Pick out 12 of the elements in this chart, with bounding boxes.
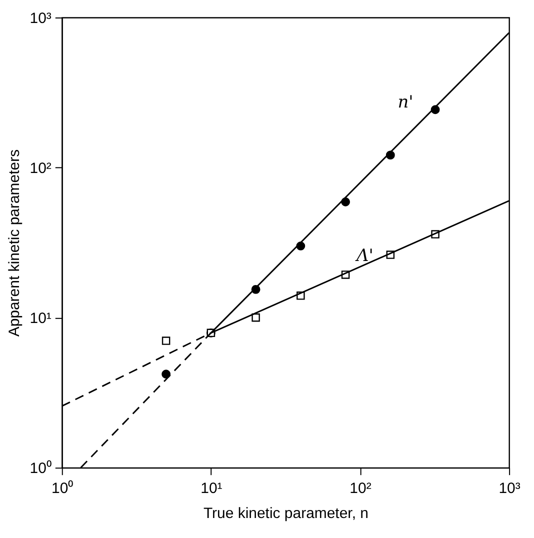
y-tick-label: 10³ (30, 10, 52, 27)
y-tick-label: 10⁰ (30, 460, 52, 478)
series-label: n' (398, 92, 414, 112)
x-tick-label: 10² (350, 480, 372, 498)
x-axis-title: True kinetic parameter, n (203, 505, 368, 522)
x-tick-label: 10⁰ (52, 480, 74, 498)
x-tick-label: 10³ (498, 480, 520, 498)
x-tick-label: 10¹ (200, 480, 222, 498)
y-axis-title: Apparent kinetic parameters (6, 149, 23, 337)
y-tick-label: 10² (30, 160, 52, 178)
series-label: Λ' (354, 245, 374, 266)
y-tick-label: 10¹ (30, 310, 52, 328)
